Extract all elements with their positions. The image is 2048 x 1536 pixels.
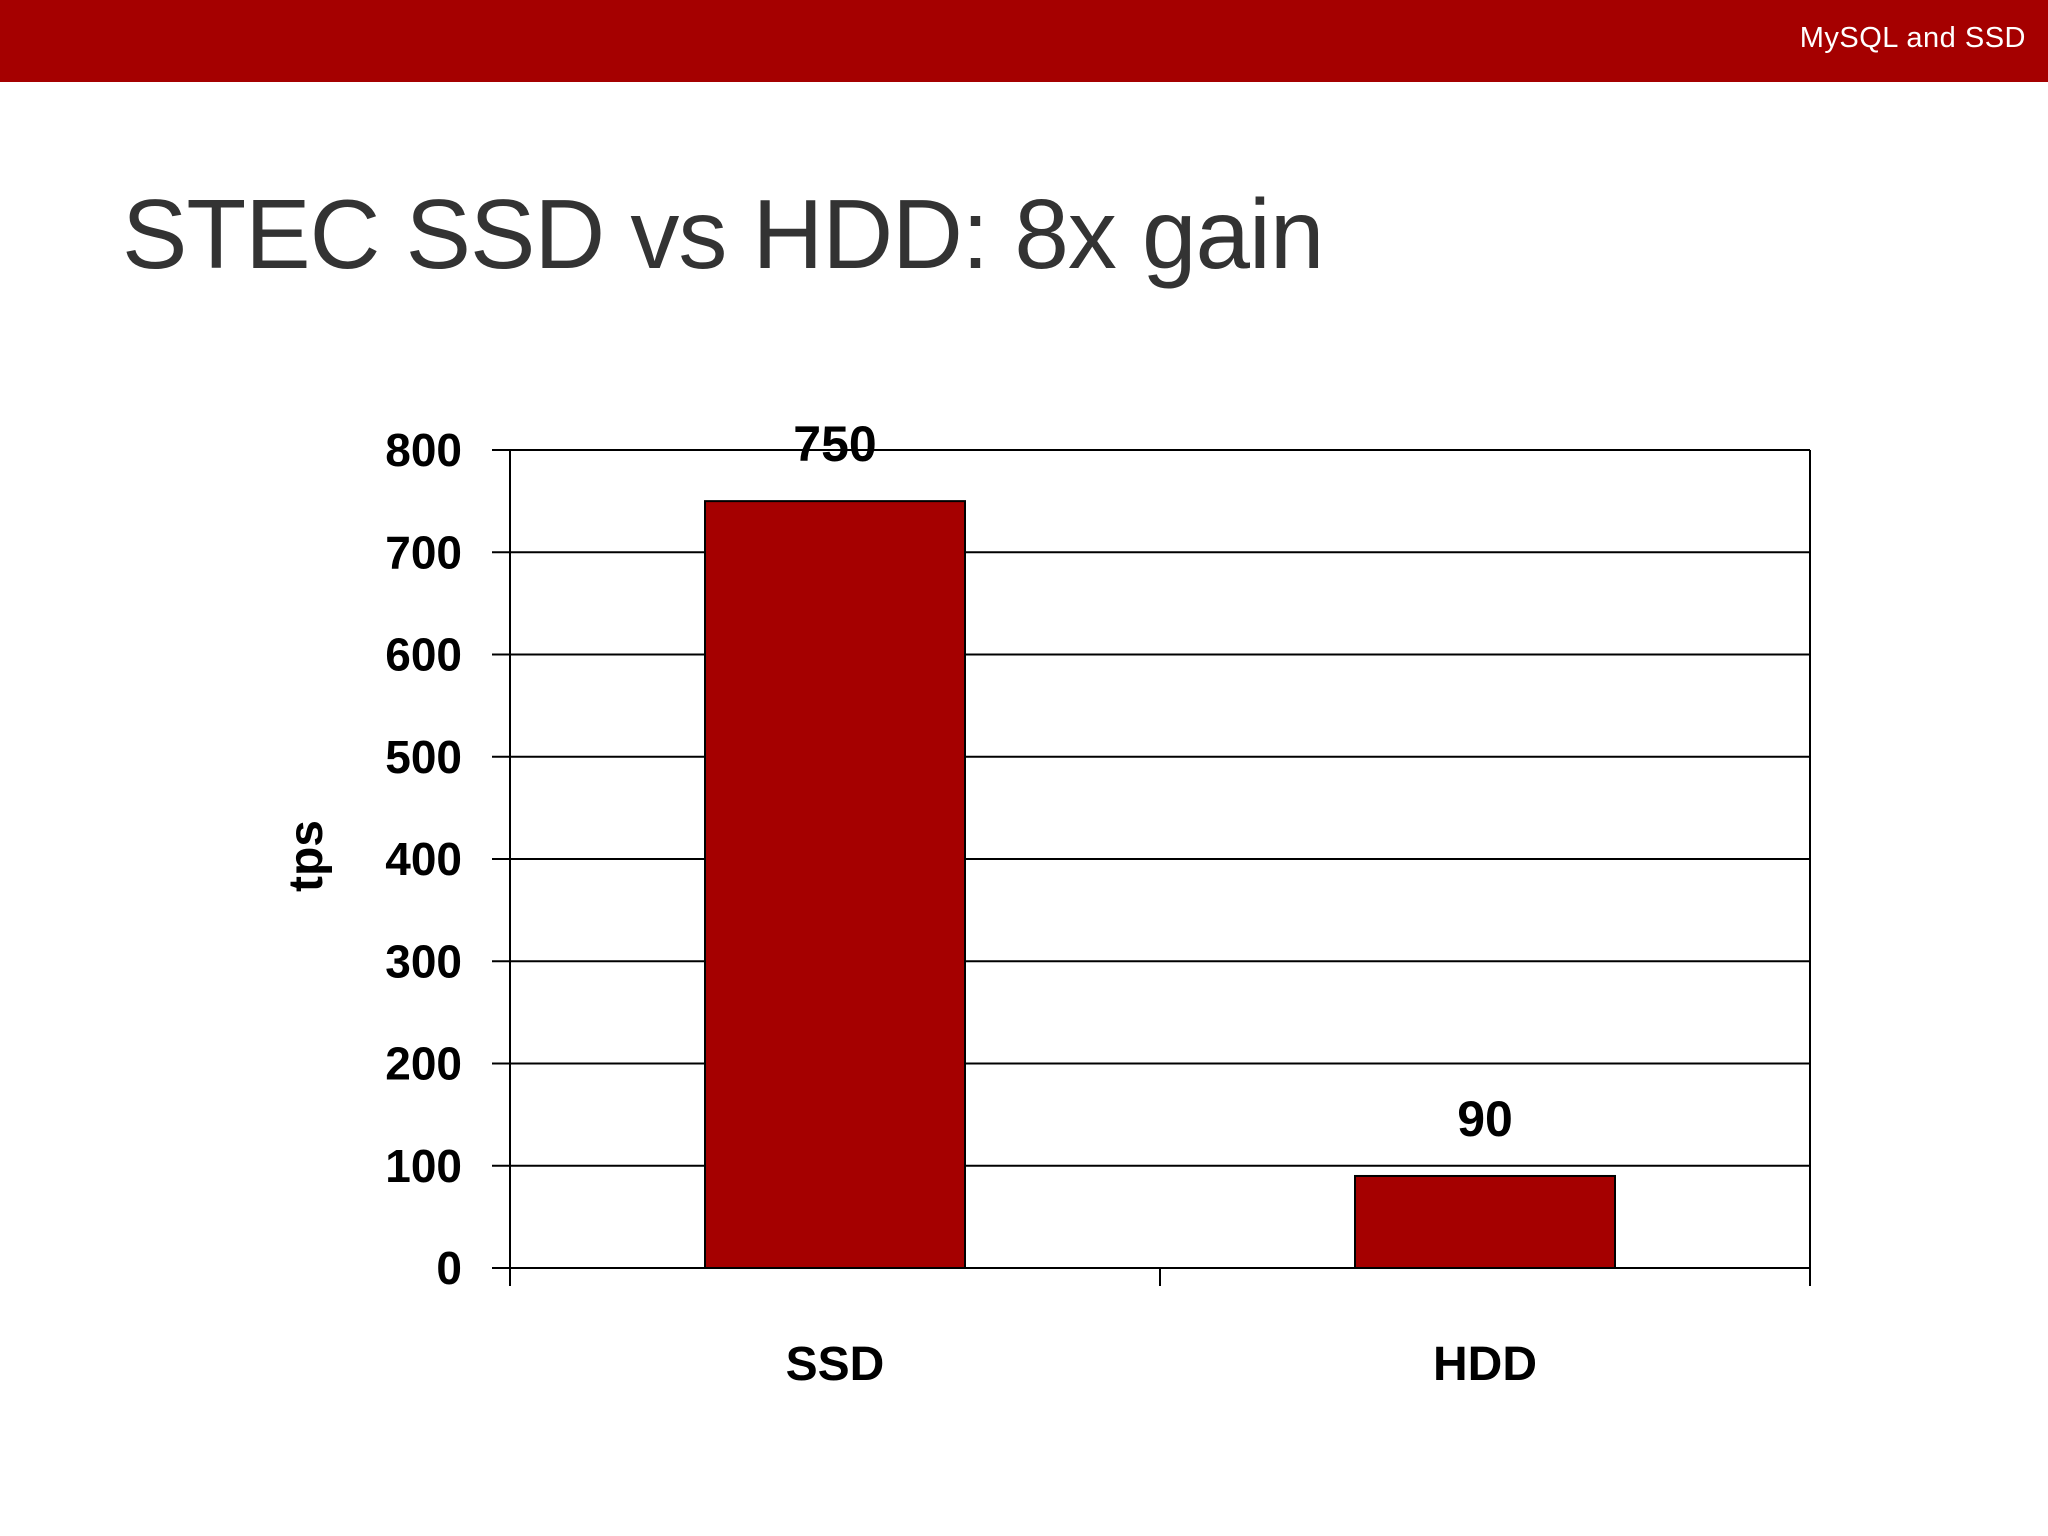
axes — [492, 449, 1811, 1286]
header-bar: MySQL and SSD — [0, 0, 2048, 82]
bars — [704, 500, 1616, 1269]
category-label-ssd: SSD — [786, 1338, 885, 1391]
bar-ssd — [704, 500, 966, 1269]
y-tick-label: 300 — [385, 935, 462, 987]
category-label-hdd: HDD — [1433, 1338, 1537, 1391]
y-tick-label: 400 — [385, 833, 462, 885]
y-tick-label: 200 — [385, 1038, 462, 1090]
y-tick-label: 500 — [385, 731, 462, 783]
y-tick-label: 800 — [385, 424, 462, 476]
y-tick-label: 600 — [385, 629, 462, 681]
y-axis-title: tps — [280, 820, 333, 892]
y-tick-label: 0 — [436, 1242, 462, 1294]
y-tick-label: 100 — [385, 1140, 462, 1192]
slide-title: STEC SSD vs HDD: 8x gain — [122, 179, 1324, 289]
data-label-ssd: 750 — [793, 416, 876, 472]
y-tick-label: 700 — [385, 526, 462, 578]
labels: 0 100 200 300 400 500 600 700 800 750 SSD 90 HDD — [385, 416, 1537, 1391]
header-label: MySQL and SSD — [1799, 22, 2026, 54]
bar-hdd — [1354, 1174, 1616, 1269]
data-label-hdd: 90 — [1457, 1091, 1513, 1147]
